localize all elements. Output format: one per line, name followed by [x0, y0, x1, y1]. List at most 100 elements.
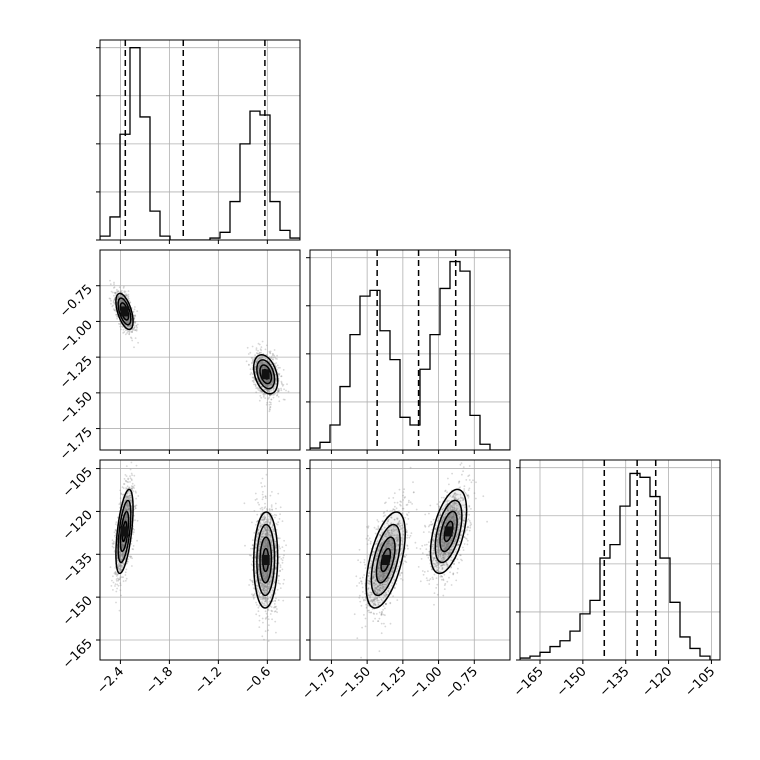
scatter-point	[116, 557, 119, 559]
scatter-point	[131, 331, 134, 333]
scatter-point	[263, 383, 266, 386]
scatter-point	[268, 384, 271, 387]
scatter-point	[128, 507, 131, 510]
scatter-point	[270, 383, 273, 386]
scatter-point	[125, 516, 127, 518]
scatter-point	[263, 394, 265, 397]
scatter-point	[112, 301, 115, 304]
scatter-point	[134, 321, 137, 323]
scatter-point	[124, 333, 127, 336]
scatter-point	[271, 514, 274, 517]
scatter-point	[123, 483, 125, 485]
scatter-point	[125, 317, 128, 319]
scatter-point	[272, 376, 274, 379]
scatter-point	[125, 568, 128, 571]
scatter-point	[475, 497, 477, 500]
scatter-point	[262, 362, 265, 365]
scatter-point	[268, 396, 270, 399]
scatter-point	[112, 589, 114, 591]
scatter-point	[275, 507, 277, 510]
scatter-point	[119, 553, 122, 555]
scatter-point	[115, 575, 118, 577]
scatter-point	[113, 294, 115, 297]
scatter-point	[118, 301, 121, 304]
scatter-point	[279, 569, 281, 572]
scatter-point	[265, 363, 268, 365]
scatter-point	[260, 482, 262, 484]
scatter-point	[115, 578, 118, 581]
scatter-point	[119, 584, 122, 587]
scatter-point	[267, 397, 270, 400]
scatter-point	[266, 508, 268, 510]
scatter-point	[273, 349, 276, 351]
scatter-point	[117, 290, 120, 293]
scatter-point	[256, 513, 259, 516]
scatter-point	[268, 365, 270, 367]
scatter-point	[122, 544, 125, 547]
scatter-point	[251, 593, 253, 596]
scatter-point	[121, 299, 123, 302]
scatter-point	[124, 316, 127, 319]
scatter-point	[277, 391, 280, 393]
scatter-point	[127, 297, 130, 300]
scatter-point	[276, 358, 278, 360]
scatter-point	[122, 503, 125, 506]
scatter-point	[116, 288, 118, 291]
scatter-point	[121, 552, 124, 555]
scatter-point	[126, 493, 128, 495]
scatter-point	[265, 612, 268, 615]
scatter-point	[264, 384, 267, 387]
scatter-point	[135, 464, 138, 467]
scatter-point	[117, 295, 120, 298]
scatter-point	[251, 376, 254, 379]
scatter-point	[271, 352, 274, 355]
scatter-point	[428, 579, 431, 582]
scatter-point	[261, 362, 264, 364]
scatter-point	[271, 374, 274, 376]
scatter-point	[265, 384, 267, 387]
scatter-point	[119, 576, 122, 579]
scatter-point	[116, 297, 119, 300]
scatter-point	[272, 380, 274, 383]
scatter-point	[261, 362, 264, 364]
scatter-point	[428, 554, 430, 557]
scatter-point	[258, 389, 261, 392]
scatter-point	[255, 363, 257, 366]
scatter-point	[282, 599, 285, 602]
scatter-point	[264, 348, 267, 351]
scatter-point	[267, 618, 270, 621]
scatter-point	[133, 484, 136, 487]
scatter-point	[266, 379, 268, 382]
scatter-point	[271, 381, 274, 383]
scatter-point	[264, 362, 267, 364]
scatter-point	[119, 489, 122, 492]
scatter-point	[271, 381, 273, 384]
scatter-point	[273, 610, 276, 613]
scatter-point	[266, 359, 269, 362]
scatter-point	[256, 360, 258, 362]
scatter-point	[113, 299, 116, 301]
scatter-point	[285, 544, 287, 547]
scatter-point	[128, 319, 131, 322]
scatter-point	[247, 353, 250, 355]
scatter-point	[269, 394, 271, 397]
scatter-point	[111, 539, 114, 542]
scatter-point	[124, 509, 127, 512]
scatter-point	[256, 352, 259, 355]
scatter-point	[277, 390, 280, 393]
scatter-point	[122, 576, 124, 579]
scatter-point	[254, 366, 256, 369]
scatter-point	[120, 560, 123, 562]
scatter-point	[122, 580, 125, 583]
scatter-point	[270, 369, 273, 372]
scatter-point	[251, 544, 254, 547]
scatter-point	[136, 519, 139, 522]
scatter-point	[137, 341, 140, 344]
scatter-point	[277, 366, 280, 369]
scatter-point	[266, 385, 268, 388]
scatter-point	[261, 360, 264, 363]
scatter-point	[254, 366, 257, 369]
scatter-point	[257, 367, 260, 370]
scatter-point	[121, 295, 123, 297]
scatter-point	[127, 293, 130, 296]
